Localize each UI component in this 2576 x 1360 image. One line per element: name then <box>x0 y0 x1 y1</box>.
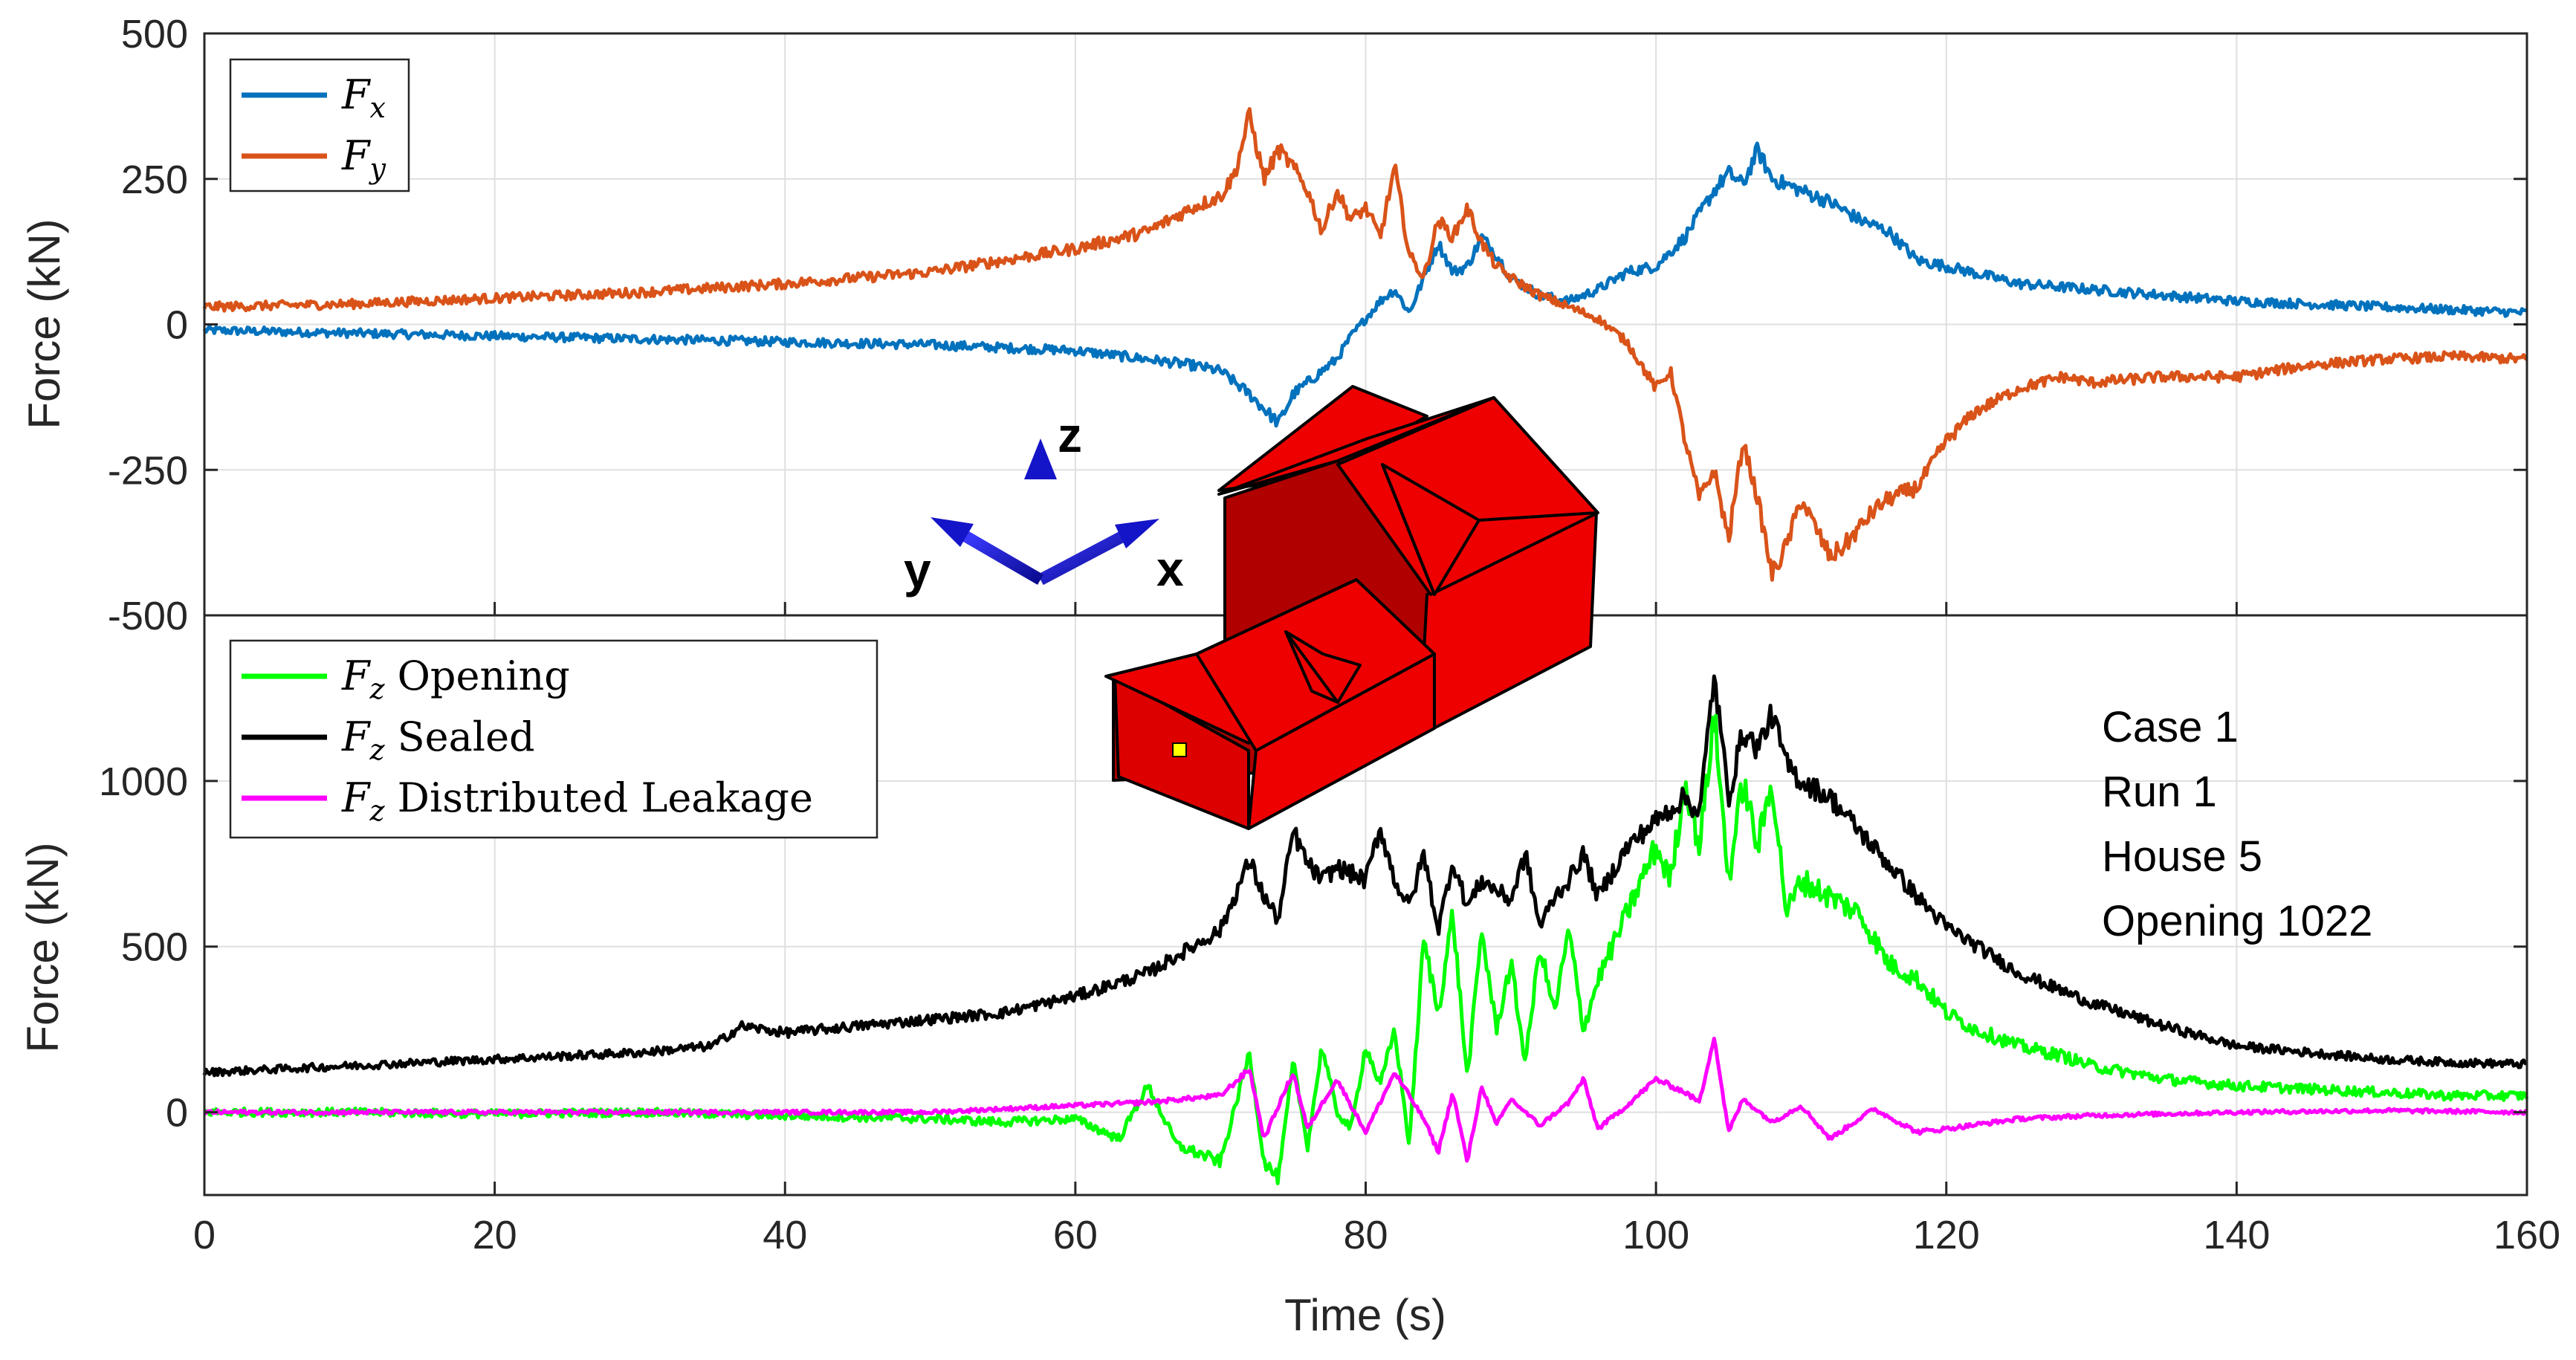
ytick-label-3: -250 <box>108 448 188 493</box>
bottom-xticks: 0 20 40 60 80 100 120 140 160 <box>193 1182 2560 1257</box>
top-series <box>202 107 2528 582</box>
bottom-ylabel: Force (kN) <box>18 842 68 1052</box>
bottom-legend: Fz Opening Fz Sealed Fz Distributed Leakag… <box>229 639 878 839</box>
annotation-opening: Opening 1022 <box>2102 897 2372 945</box>
legend-label-1: Fz Sealed <box>341 713 535 766</box>
series-line-fx <box>202 141 2528 428</box>
house-window <box>1172 742 1187 757</box>
x-axis-label: x <box>1156 541 1184 596</box>
y-axis-label: y <box>904 543 931 598</box>
ytick-label-4: -500 <box>108 594 188 638</box>
top-legend: Fx Fy <box>229 58 410 192</box>
series-line-fz-sealed <box>202 674 2528 1078</box>
ytick-label-1: 500 <box>121 925 188 970</box>
legend-label-0: Fx <box>341 71 386 124</box>
ytick-label-1: 250 <box>121 158 188 202</box>
coordinate-axes-icon: z x y <box>904 407 1184 598</box>
y-axis-arrow <box>931 517 1044 585</box>
legend-label-2: Fz Distributed Leakage <box>341 774 813 827</box>
annotation-run: Run 1 <box>2102 768 2217 816</box>
top-yticks: 500 250 0 -250 -500 <box>108 12 2528 638</box>
z-axis-arrow <box>1024 438 1057 580</box>
ytick-label-0: 500 <box>121 12 188 56</box>
bottom-xlabel: Time (s) <box>1284 1290 1446 1340</box>
ytick-label-2: 0 <box>166 303 188 348</box>
house-roof-edge <box>1478 511 1597 522</box>
bottom-yticks: 1000 500 0 <box>99 760 2527 1136</box>
xtick-label-4: 80 <box>1343 1213 1388 1257</box>
ytick-label-0: 1000 <box>99 760 188 804</box>
house-model-icon <box>1104 385 1599 830</box>
xtick-label-6: 120 <box>1913 1213 1980 1257</box>
xtick-label-3: 60 <box>1053 1213 1098 1257</box>
house-main-roof <box>1336 396 1599 596</box>
xtick-label-5: 100 <box>1622 1213 1689 1257</box>
bottom-series <box>202 674 2529 1185</box>
xtick-label-2: 40 <box>763 1213 807 1257</box>
house-roof-ridge <box>1381 464 1436 595</box>
legend-label-0: Fz Opening <box>341 653 570 705</box>
xtick-label-1: 20 <box>473 1213 517 1257</box>
z-axis-label: z <box>1058 407 1082 462</box>
legend-label-1: Fy <box>341 132 386 185</box>
bottom-panel: 1000 500 0 0 20 40 60 80 100 120 140 160 Force (kN… <box>18 614 2560 1340</box>
annotation-case: Case 1 <box>2102 703 2239 751</box>
house-dormer <box>1284 630 1362 704</box>
ytick-label-2: 0 <box>166 1091 188 1136</box>
xtick-label-0: 0 <box>193 1213 216 1257</box>
house-dormer-ridge <box>1284 630 1339 704</box>
legend-box <box>229 58 410 192</box>
top-ylabel: Force (kN) <box>19 218 69 429</box>
legend-box <box>229 639 878 839</box>
case-annotation: Case 1 Run 1 House 5 Opening 1022 <box>2102 703 2372 945</box>
x-axis-arrow <box>1038 519 1159 586</box>
xtick-label-8: 160 <box>2494 1213 2560 1257</box>
xtick-label-7: 140 <box>2203 1213 2270 1257</box>
series-line-fz-distributed-leakage <box>203 1037 2528 1163</box>
series-line-fy <box>202 107 2528 582</box>
annotation-house: House 5 <box>2102 832 2262 881</box>
